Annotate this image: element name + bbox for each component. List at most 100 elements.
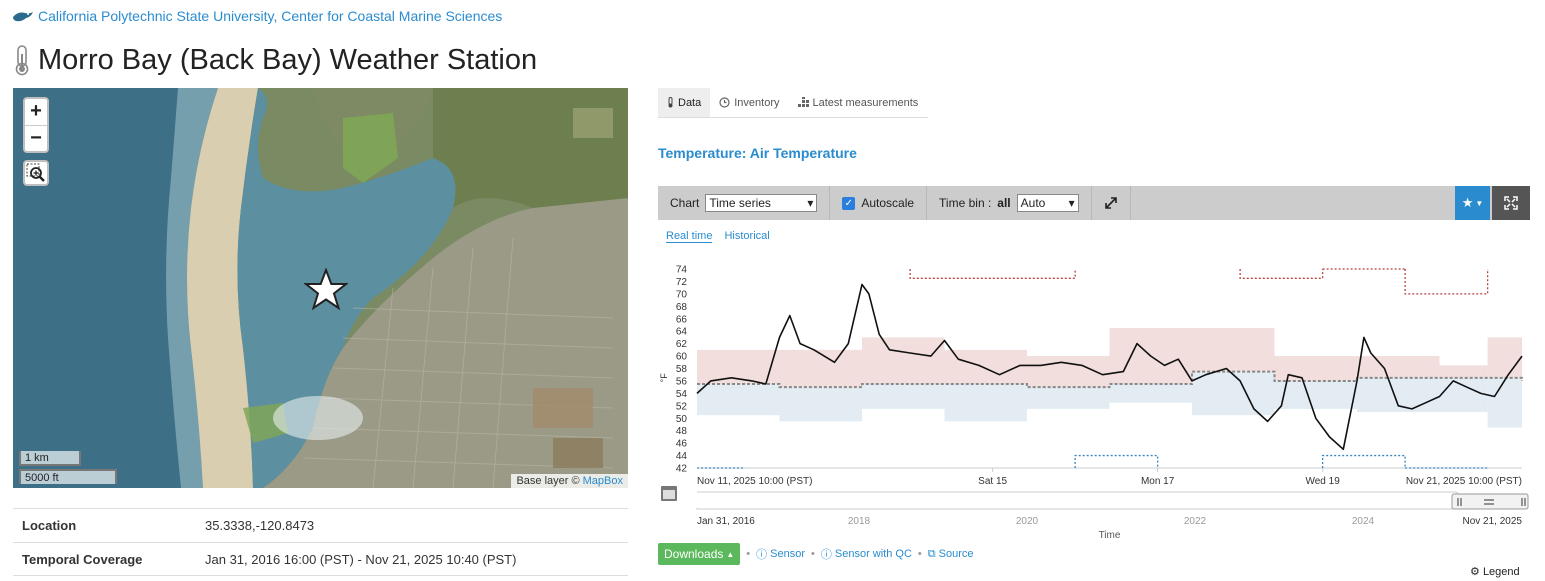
thermometer-icon — [668, 97, 673, 108]
autoscale-group: ✓ Autoscale — [830, 186, 928, 220]
map[interactable]: + − 1 km 5000 ft Base layer © MapBox — [13, 88, 628, 488]
y-tick-label: 64 — [676, 327, 688, 338]
sensor-qc-link-label: Sensor with QC — [834, 548, 912, 560]
sensor-qc-link[interactable]: ⓘ Sensor with QC — [821, 546, 912, 562]
lower-band-rect — [1109, 384, 1192, 403]
x-start-label: Nov 11, 2025 10:00 (PST) — [697, 476, 812, 487]
chart-type-value: Time series — [709, 196, 771, 210]
y-tick-label: 44 — [676, 451, 688, 462]
tab-real-time[interactable]: Real time — [666, 230, 713, 243]
lower-band-rect — [779, 387, 862, 422]
lower-band-rect — [862, 384, 945, 409]
zoom-out-button[interactable]: − — [25, 125, 47, 151]
downloads-button[interactable]: Downloads ▲ — [658, 543, 741, 565]
y-tick-label: 48 — [676, 426, 688, 437]
caret-up-icon: ▲ — [726, 549, 735, 559]
tab-inventory[interactable]: Inventory — [710, 88, 788, 117]
navigator[interactable]: Jan 31, 2016 Nov 21, 2025 2018 2020 2022 2024… — [696, 491, 1529, 541]
gear-icon: ⚙ — [1470, 566, 1480, 578]
x-end-label: Nov 21, 2025 10:00 (PST) — [1406, 476, 1522, 487]
external-link-icon: ⧉ — [927, 547, 936, 560]
upper-band-rect — [944, 349, 1027, 385]
tab-bar: Data Inventory Latest measurements — [658, 88, 928, 118]
upper-band-rect — [1487, 337, 1522, 378]
chart-type-group: Chart Time series ▾ — [658, 186, 831, 220]
map-attribution: Base layer © MapBox — [511, 474, 628, 488]
thermometer-icon — [15, 45, 29, 76]
tab-label: Data — [678, 96, 702, 109]
navigator-outline — [696, 495, 1523, 509]
y-tick-label: 50 — [676, 414, 688, 425]
max-segment — [1404, 269, 1489, 295]
info-icon: ⓘ — [820, 549, 832, 561]
y-tick-label: 62 — [676, 339, 688, 350]
expand-arrows-icon[interactable] — [1104, 196, 1118, 210]
timebin-scope: all — [997, 196, 1011, 210]
y-tick-label: 58 — [676, 364, 688, 375]
page-title: Morro Bay (Back Bay) Weather Station — [38, 44, 538, 76]
navigator-tick-label: 2018 — [848, 516, 871, 527]
tab-data[interactable]: Data — [658, 88, 711, 117]
autoscale-label: Autoscale — [861, 196, 915, 210]
navigator-tick-label: 2020 — [1016, 516, 1039, 527]
min-segment — [1321, 454, 1406, 468]
navigator-start-label: Jan 31, 2016 — [697, 516, 755, 527]
timebin-select[interactable]: Auto ▾ — [1016, 194, 1079, 212]
upper-band-rect — [779, 349, 862, 388]
y-tick-label: 52 — [676, 401, 688, 412]
tab-latest-measurements[interactable]: Latest measurements — [789, 88, 928, 117]
y-axis-label: °F — [659, 373, 669, 383]
info-row-location: Location 35.3338,-120.8473 — [13, 508, 628, 542]
y-tick-label: 72 — [676, 277, 688, 288]
separator-dot: • — [811, 548, 815, 560]
x-tick-label: Sat 15 — [978, 476, 1007, 487]
lower-band-rect — [1027, 387, 1110, 409]
zoom-in-button[interactable]: + — [30, 100, 42, 122]
y-tick-label: 56 — [676, 376, 688, 387]
timebin-value: Auto — [1020, 196, 1046, 210]
organization-link[interactable]: California Polytechnic State University,… — [12, 6, 502, 26]
info-icon: ⓘ — [756, 549, 768, 561]
info-value: 35.3338,-120.8473 — [205, 518, 315, 533]
clock-icon — [719, 97, 730, 108]
station-star-marker[interactable] — [304, 268, 348, 312]
scale-ft: 5000 ft — [19, 469, 117, 484]
tab-label: Latest measurements — [812, 96, 919, 109]
timebin-group: Time bin : all Auto ▾ — [927, 186, 1092, 220]
navigator-scrollbar-handle — [1451, 493, 1529, 510]
sensor-link[interactable]: ⓘ Sensor — [756, 546, 805, 562]
grid-icon — [797, 97, 809, 107]
navigator-top — [697, 491, 1463, 497]
fullscreen-button[interactable] — [1492, 186, 1530, 220]
info-value: Jan 31, 2016 16:00 (PST) - Nov 21, 2025 … — [205, 551, 517, 567]
navigator-end-label: Nov 21, 2025 — [1463, 516, 1523, 527]
time-mode-tabs: Real time Historical — [666, 230, 770, 243]
navigator-tick-label: 2022 — [1184, 516, 1207, 527]
min-segment — [1074, 454, 1159, 468]
mapbox-link[interactable]: MapBox — [582, 475, 623, 487]
section-title: Temperature: Air Temperature — [658, 145, 857, 161]
y-tick-label: 46 — [676, 439, 688, 450]
x-tick-label: Mon 17 — [1141, 476, 1175, 487]
tab-historical[interactable]: Historical — [724, 230, 770, 242]
source-link[interactable]: ⧉ Source — [928, 548, 974, 561]
info-label: Location — [22, 518, 77, 533]
box-zoom-button[interactable] — [23, 160, 49, 186]
navigator-tick-label: 2024 — [1352, 516, 1375, 527]
favorites-dropdown-button[interactable]: ★ ▼ — [1455, 186, 1490, 220]
separator-dot: • — [917, 548, 922, 560]
autoscale-checkbox[interactable]: ✓ — [842, 196, 856, 210]
chart-type-select[interactable]: Time series ▾ — [705, 194, 818, 212]
legend-toggle[interactable]: ⚙ Legend — [1470, 565, 1520, 578]
lower-band-rect — [1192, 371, 1275, 416]
y-tick-label: 54 — [676, 389, 688, 400]
lower-band-rect — [1487, 377, 1522, 428]
upper-band-rect — [1192, 328, 1275, 372]
max-segment — [909, 269, 1076, 279]
tab-label: Inventory — [734, 96, 780, 109]
caret-down-icon: ▼ — [1475, 198, 1484, 208]
station-info-table: Location 35.3338,-120.8473 Temporal Cove… — [13, 508, 628, 576]
source-link-label: Source — [938, 548, 974, 560]
organization-link-text[interactable]: California Polytechnic State University,… — [38, 8, 503, 24]
